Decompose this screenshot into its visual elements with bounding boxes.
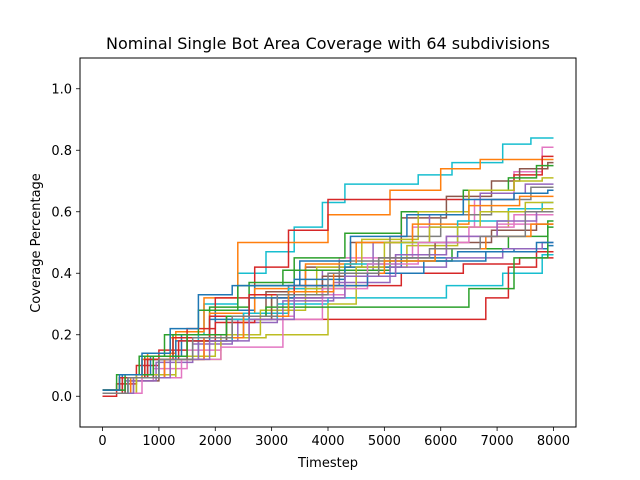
x-tick-label: 2000 xyxy=(199,434,232,449)
series-line-19 xyxy=(102,257,554,391)
x-tick-label: 3000 xyxy=(255,434,288,449)
y-axis-label: Coverage Percentage xyxy=(29,173,44,313)
y-tick-label: 1.0 xyxy=(51,82,72,97)
y-tick-label: 0.8 xyxy=(51,144,72,159)
y-tick-label: 0.6 xyxy=(51,205,72,220)
y-tick-label: 0.4 xyxy=(51,267,72,282)
x-tick-label: 5000 xyxy=(368,434,401,449)
series-line-28 xyxy=(102,211,554,394)
x-axis: 0 1000 2000 3000 4000 5000 6000 7000 8000 xyxy=(98,427,570,449)
y-tick-label: 0.0 xyxy=(51,390,72,405)
x-tick-label: 7000 xyxy=(481,434,514,449)
x-tick-label: 0 xyxy=(98,434,106,449)
series-line-26 xyxy=(102,223,554,394)
x-tick-label: 6000 xyxy=(424,434,457,449)
series-line-22 xyxy=(102,201,554,394)
y-tick-label: 0.2 xyxy=(51,328,72,343)
plot-lines xyxy=(102,137,554,398)
series-line-24 xyxy=(102,226,554,391)
series-line-25 xyxy=(102,241,554,391)
x-tick-label: 4000 xyxy=(311,434,344,449)
y-axis: 0.0 0.2 0.4 0.6 0.8 1.0 xyxy=(51,82,80,405)
x-tick-label: 8000 xyxy=(537,434,570,449)
x-tick-label: 1000 xyxy=(142,434,175,449)
series-line-23 xyxy=(102,214,554,394)
chart-title: Nominal Single Bot Area Coverage with 64… xyxy=(106,34,550,53)
x-axis-label: Timestep xyxy=(297,456,358,471)
series-line-27 xyxy=(102,211,554,394)
